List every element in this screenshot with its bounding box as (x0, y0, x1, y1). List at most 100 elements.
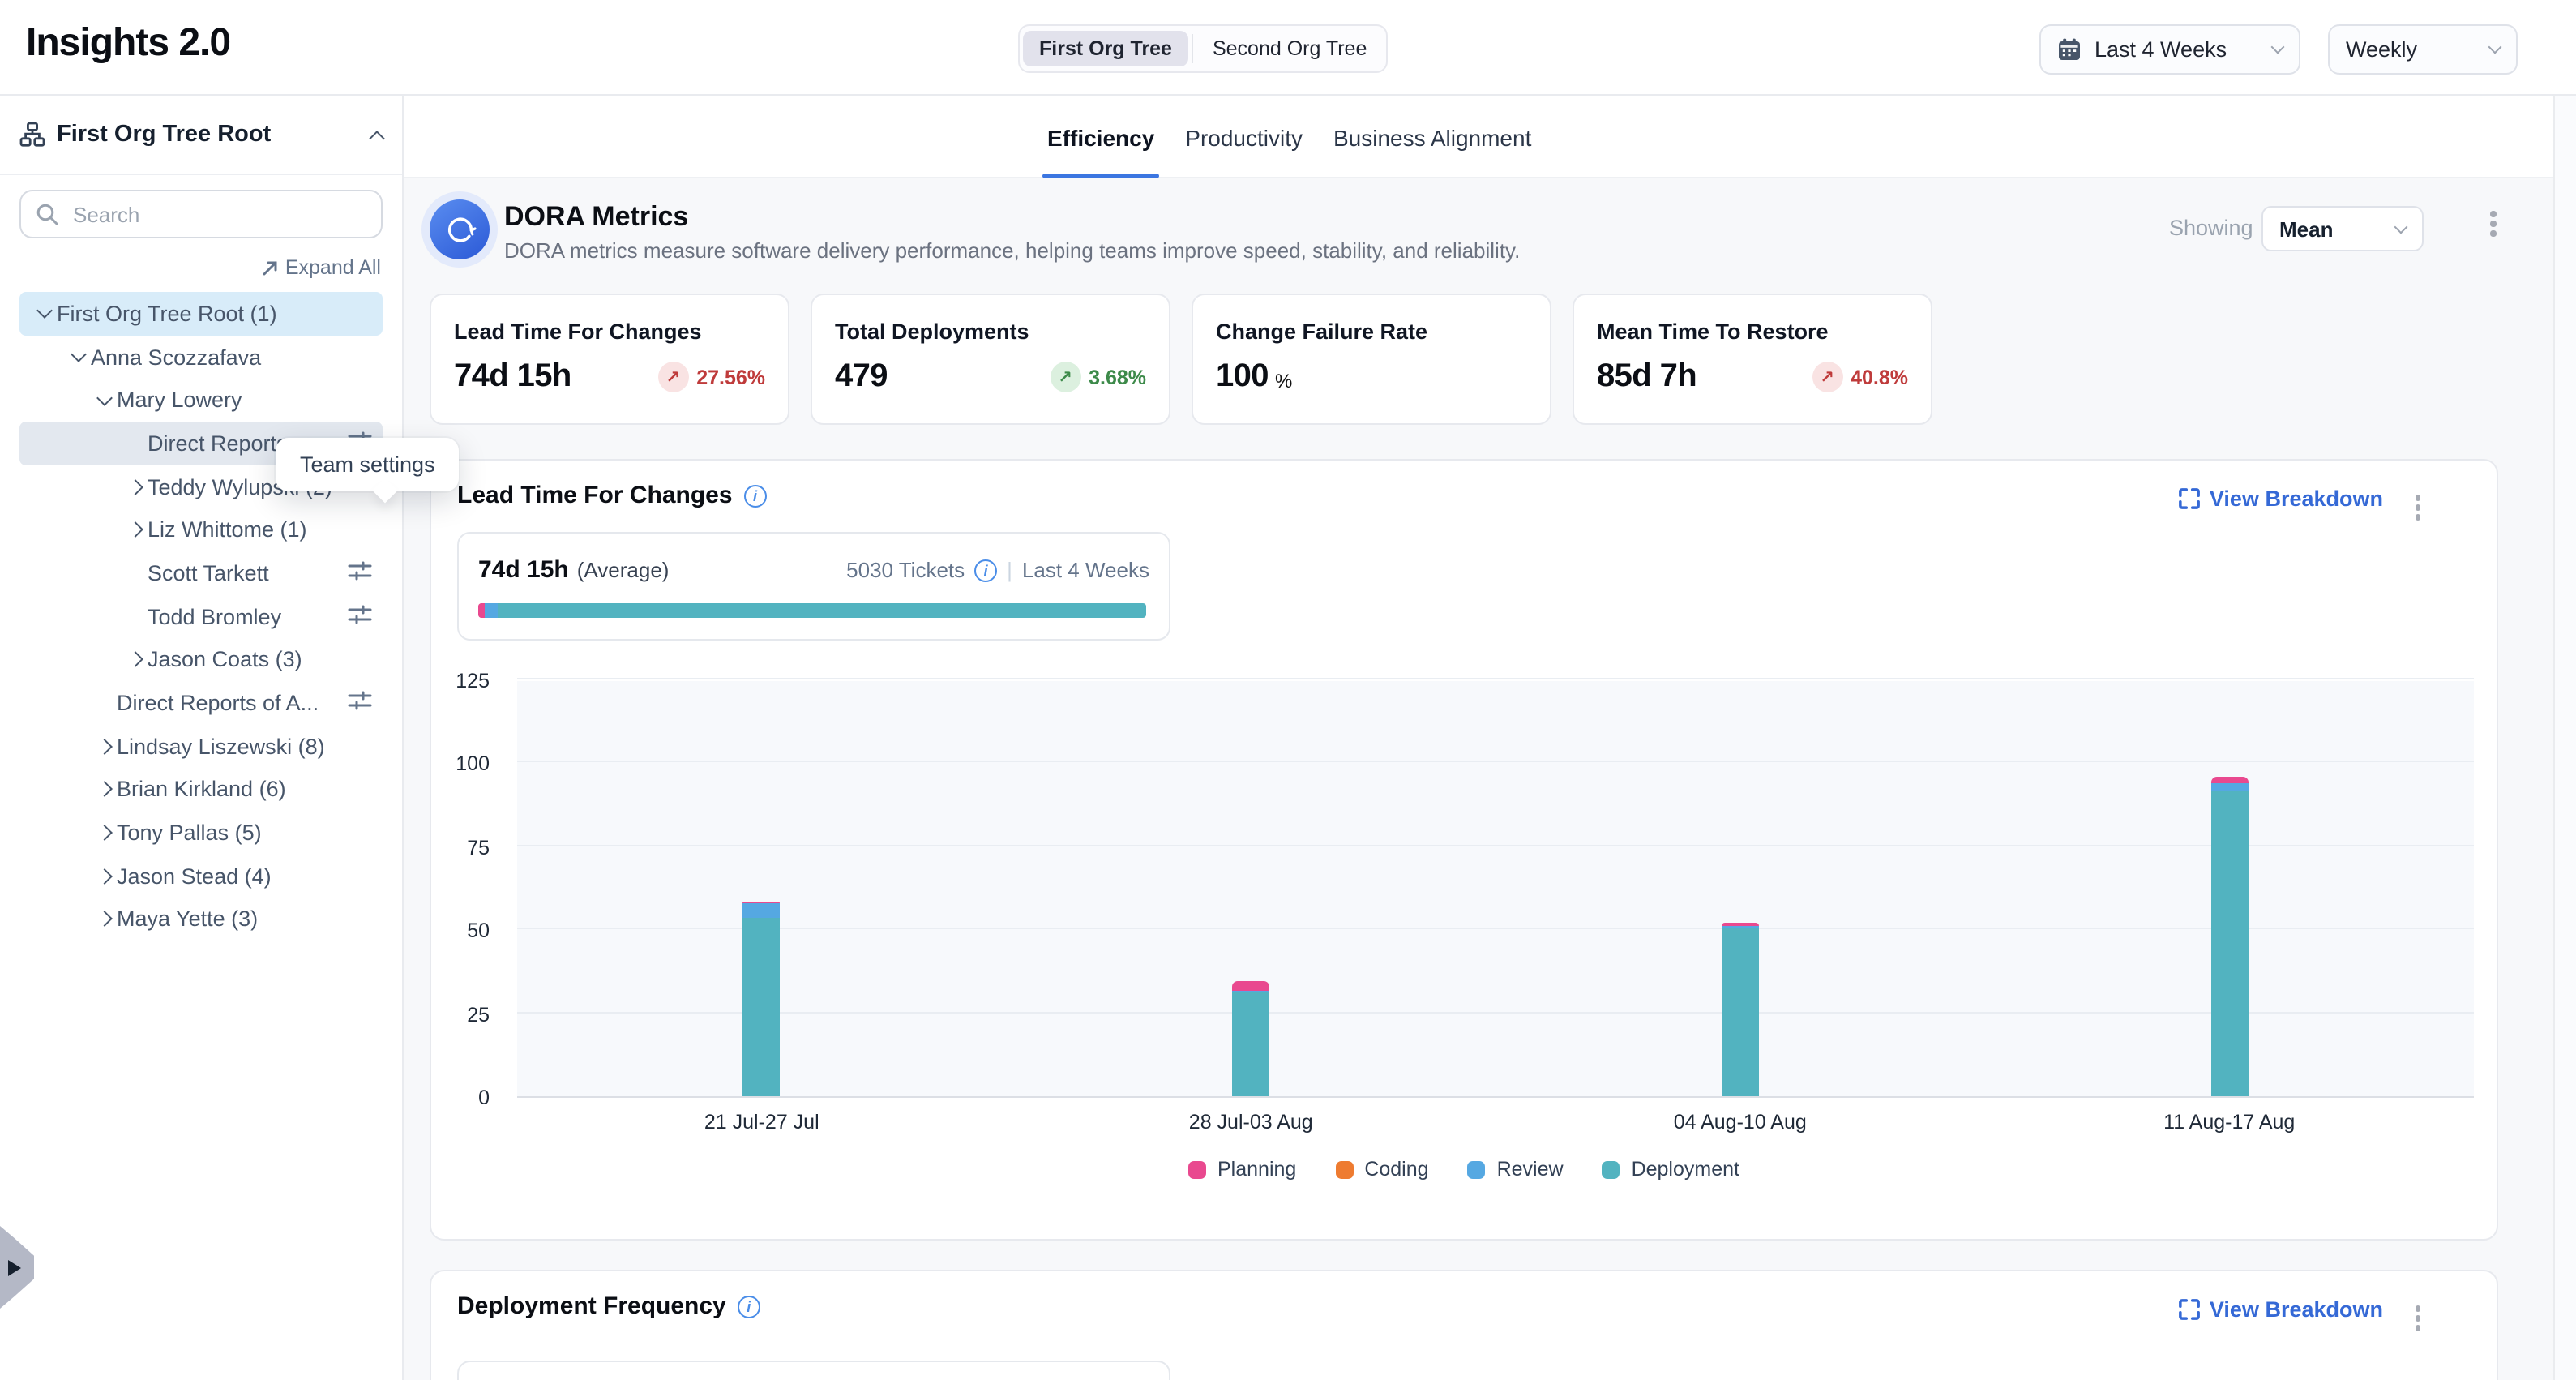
planning-segment (478, 603, 486, 618)
tree-item[interactable]: Jason Stead (4) (19, 855, 383, 898)
tickets-info-icon[interactable]: i (974, 559, 998, 581)
legend-label: Planning (1217, 1158, 1297, 1181)
planning-bar-segment (1721, 922, 1759, 926)
deployment-summary-card-stub (457, 1361, 1170, 1380)
chevron-right-icon[interactable] (91, 738, 117, 755)
dora-section-description: DORA metrics measure software delivery p… (504, 238, 1521, 263)
expand-arrow-icon (261, 259, 279, 276)
chevron-right-icon[interactable] (91, 781, 117, 798)
toggle-divider (1191, 34, 1193, 63)
lead-time-chart (517, 678, 2474, 1098)
showing-select[interactable]: Mean (2261, 206, 2424, 251)
tree-item[interactable]: Lindsay Liszewski (8) (19, 725, 383, 768)
deployment-segment (497, 603, 1146, 618)
tab-bar: Efficiency Productivity Business Alignment (404, 96, 2576, 178)
tree-item[interactable]: Maya Yette (3) (19, 898, 383, 941)
team-settings-tooltip: Team settings (276, 438, 460, 491)
metric-delta: ↗ 3.68% (1050, 362, 1146, 392)
top-header: Insights 2.0 First Org Tree Second Org T… (0, 0, 2576, 96)
chevron-right-icon[interactable] (91, 911, 117, 928)
legend-item-review: Review (1467, 1158, 1564, 1181)
lead-time-kebab-menu[interactable] (2410, 490, 2425, 525)
deployment-kebab-menu[interactable] (2410, 1301, 2425, 1335)
chevron-down-icon (2488, 40, 2502, 54)
view-breakdown-button[interactable]: View Breakdown (2178, 1297, 2383, 1322)
trend-arrow-icon: ↗ (657, 362, 689, 392)
period-select[interactable]: Last 4 Weeks (2039, 24, 2300, 75)
metric-delta-value: 40.8% (1851, 366, 1908, 388)
metric-delta: ↗ 27.56% (657, 362, 765, 392)
collapse-tree-chevron-icon[interactable] (369, 130, 385, 146)
org-tree-toggle: First Org Tree Second Org Tree (1018, 24, 1389, 73)
tree-item[interactable]: Direct Reports of A... (19, 681, 383, 724)
chevron-right-icon[interactable] (91, 868, 117, 885)
metric-card-value: 85d 7h (1597, 358, 1697, 394)
gridline (517, 678, 2474, 679)
info-icon[interactable]: i (743, 484, 767, 507)
legend-label: Deployment (1631, 1158, 1739, 1181)
view-breakdown-button[interactable]: View Breakdown (2178, 486, 2383, 511)
deployment-frequency-title-text: Deployment Frequency (457, 1292, 726, 1320)
tab-productivity[interactable]: Productivity (1185, 124, 1303, 150)
tabs: Efficiency Productivity Business Alignment (1042, 96, 1532, 178)
chevron-down-icon[interactable] (65, 346, 91, 362)
legend-swatch (1335, 1160, 1354, 1178)
stacked-bar[interactable] (1232, 981, 1270, 1096)
search-input[interactable] (70, 200, 366, 228)
expand-all-button[interactable]: Expand All (261, 256, 381, 279)
summary-separator: | (1007, 558, 1012, 582)
review-bar-segment (1232, 990, 1270, 992)
review-bar-segment (2210, 783, 2249, 791)
tree-item[interactable]: Brian Kirkland (6) (19, 768, 383, 811)
deployment-bar-segment (742, 918, 781, 1096)
tree-item-label: Mary Lowery (117, 388, 242, 413)
chart-y-axis-labels: 0 25 50 75 100 125 (431, 670, 504, 1109)
review-bar-segment (742, 903, 781, 919)
toggle-first-org-tree[interactable]: First Org Tree (1023, 31, 1188, 66)
y-tick-label: 100 (456, 752, 490, 776)
tree-item[interactable]: Tony Pallas (5) (19, 812, 383, 855)
toggle-second-org-tree[interactable]: Second Org Tree (1212, 37, 1367, 60)
tree-item[interactable]: Jason Coats (3) (19, 638, 383, 681)
tree-item[interactable]: Anna Scozzafava (19, 335, 383, 378)
chevron-right-icon[interactable] (91, 825, 117, 842)
lead-time-summary-card: 74d 15h (Average) 5030 Tickets i | Last … (457, 532, 1170, 641)
team-settings-icon[interactable] (347, 688, 373, 718)
chevron-right-icon[interactable] (122, 478, 148, 495)
tree-item[interactable]: Liz Whittome (1) (19, 508, 383, 551)
stacked-bar[interactable] (742, 902, 781, 1096)
tab-business-alignment[interactable]: Business Alignment (1333, 124, 1532, 150)
tree-item-label: Jason Coats (3) (148, 647, 302, 672)
trend-arrow-icon: ↗ (1050, 362, 1081, 392)
legend-item-deployment: Deployment (1602, 1158, 1739, 1181)
y-tick-label: 25 (467, 1003, 490, 1026)
stacked-bar[interactable] (1721, 922, 1759, 1096)
x-tick-label: 28 Jul-03 Aug (1188, 1111, 1313, 1134)
team-settings-icon[interactable] (347, 558, 373, 589)
info-icon[interactable]: i (737, 1295, 760, 1318)
stacked-bar[interactable] (2210, 776, 2249, 1096)
chevron-right-icon[interactable] (122, 521, 148, 538)
tree-item[interactable]: Todd Bromley (19, 595, 383, 638)
view-breakdown-label: View Breakdown (2209, 1297, 2383, 1322)
granularity-select[interactable]: Weekly (2328, 24, 2518, 75)
chevron-down-icon[interactable] (91, 389, 117, 406)
dora-metrics-icon (430, 199, 490, 259)
deployment-bar-segment (1232, 992, 1270, 1096)
metric-card-title: Change Failure Rate (1216, 319, 1428, 344)
trend-arrow-icon: ↗ (1812, 362, 1843, 392)
chevron-down-icon[interactable] (31, 302, 57, 319)
tree-item-label: Lindsay Liszewski (8) (117, 734, 325, 759)
tree-item[interactable]: Mary Lowery (19, 379, 383, 422)
tab-efficiency[interactable]: Efficiency (1042, 96, 1160, 178)
expand-all-label: Expand All (285, 256, 381, 279)
dora-kebab-menu[interactable] (2485, 206, 2501, 241)
team-settings-icon[interactable] (347, 601, 373, 632)
tree-item[interactable]: Scott Tarkett (19, 551, 383, 594)
legend-label: Coding (1364, 1158, 1429, 1181)
tree-item[interactable]: First Org Tree Root (1) (19, 292, 383, 336)
metric-card-value: 100 (1216, 358, 1269, 394)
chevron-right-icon[interactable] (122, 651, 148, 668)
scrollbar-gutter[interactable] (2553, 96, 2576, 1380)
